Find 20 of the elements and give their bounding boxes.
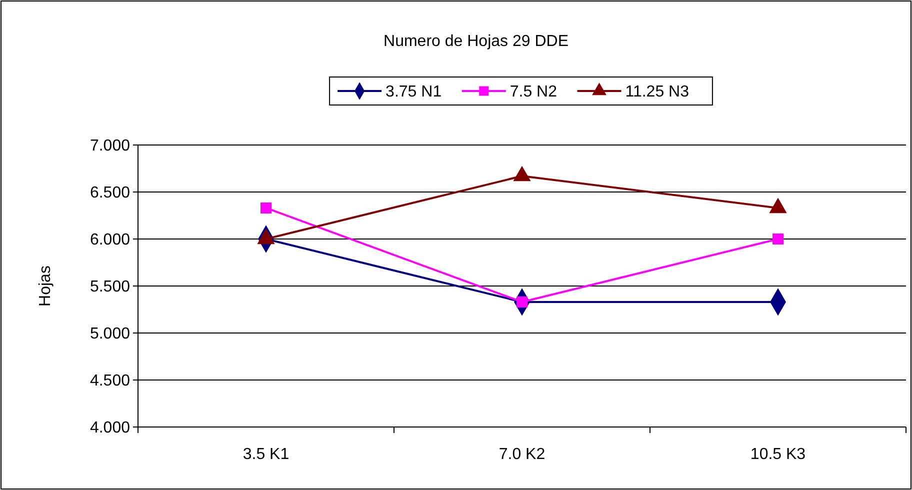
x-tick-label: 10.5 K3 bbox=[750, 446, 806, 463]
x-tick-label: 7.0 K2 bbox=[498, 446, 546, 463]
y-tick-label: 7.000 bbox=[90, 138, 130, 155]
y-tick-label: 5.500 bbox=[90, 278, 130, 296]
y-tick-label: 6.500 bbox=[90, 184, 130, 202]
y-tick-label: 5.000 bbox=[90, 326, 130, 343]
x-tick-label: 3.5 K1 bbox=[242, 446, 290, 463]
point bbox=[260, 202, 272, 214]
legend-label: 3.75 N1 bbox=[386, 84, 442, 101]
point bbox=[772, 234, 784, 244]
point bbox=[770, 198, 786, 214]
legend-label: 7.5 N2 bbox=[510, 84, 558, 101]
y-tick-label: 4.000 bbox=[90, 420, 130, 437]
point bbox=[258, 229, 274, 244]
y-tick-label: 6.000 bbox=[90, 232, 130, 249]
y-tick-label: 4.500 bbox=[90, 372, 130, 390]
legend-label: 11.25 N3 bbox=[625, 84, 690, 101]
chart-title: Numero de Hojas 29 DDE bbox=[384, 33, 568, 50]
point bbox=[514, 166, 530, 182]
y-axis-title: Hojas bbox=[37, 266, 54, 306]
